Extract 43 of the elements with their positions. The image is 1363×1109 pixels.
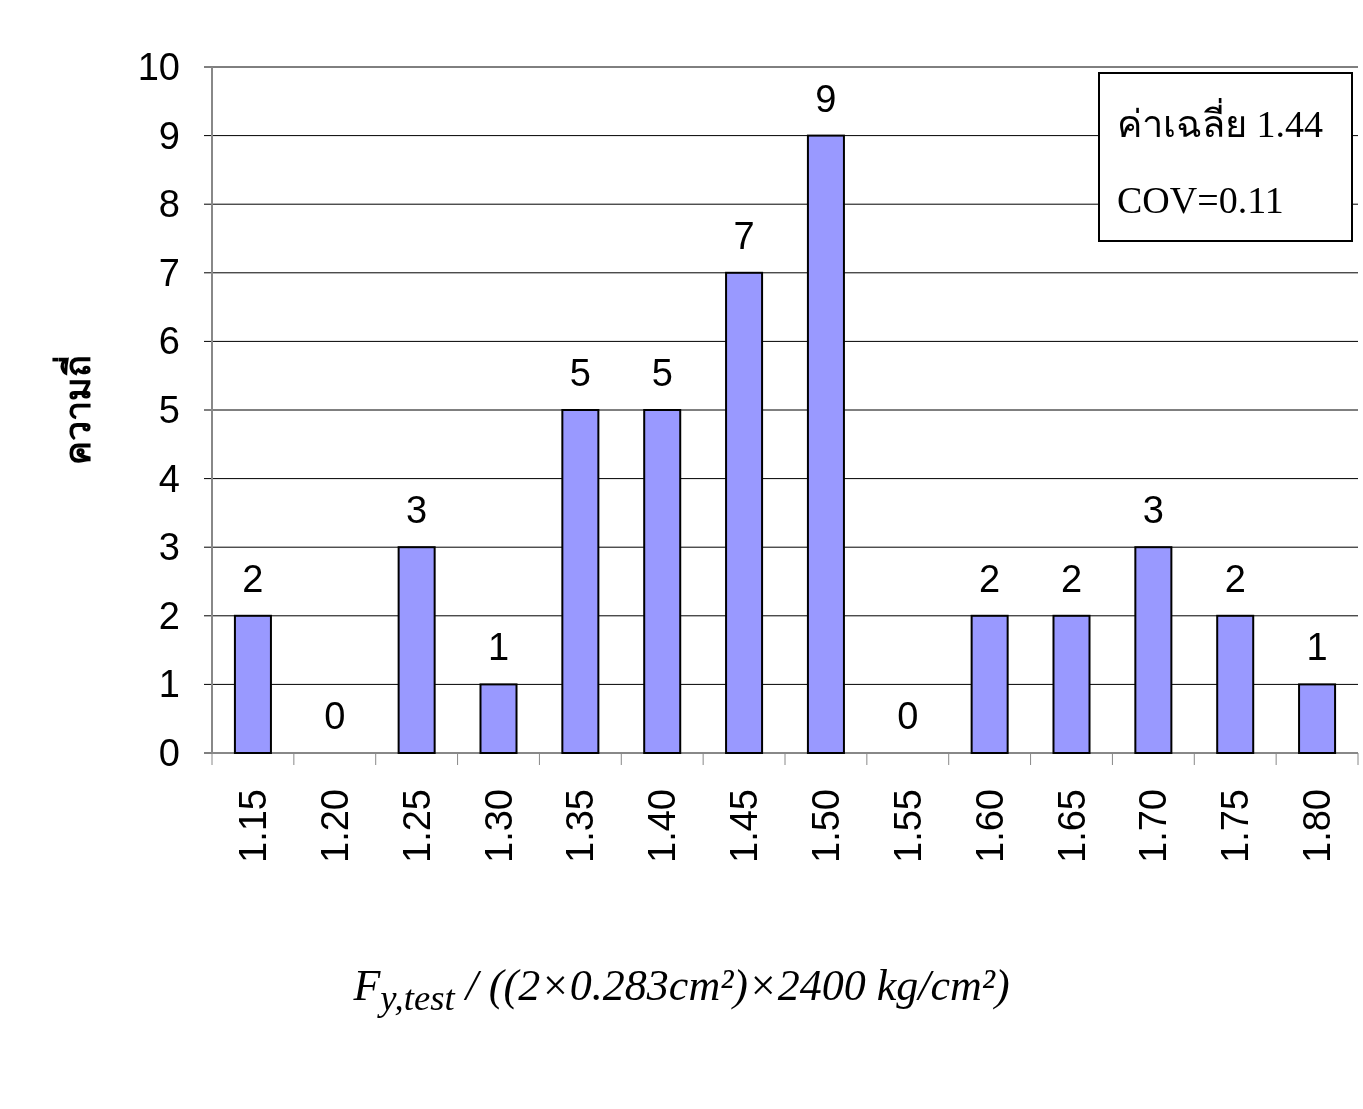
x-axis-title: F$_{y,test}$ / ((2×0.283cm²)×2400 kg/cm²) [352, 960, 1011, 1019]
data-label: 9 [815, 77, 837, 120]
x-tick-label: 1.15 [231, 789, 274, 863]
data-label: 5 [569, 352, 591, 394]
y-tick-label: 3 [158, 526, 180, 569]
x-tick-label: 1.50 [804, 789, 847, 863]
x-tick-label: 1.55 [886, 789, 929, 863]
data-label: 3 [406, 489, 428, 532]
y-tick-label: 4 [158, 457, 180, 500]
x-tick-label: 1.45 [723, 789, 766, 863]
x-tick-label: 1.20 [313, 789, 356, 863]
x-tick-label: 1.30 [477, 789, 520, 863]
data-label: 2 [979, 557, 1001, 600]
data-label: 3 [1142, 489, 1164, 532]
y-axis-title: ความถี่ [52, 355, 98, 465]
data-label: 0 [324, 695, 346, 737]
data-label: 7 [733, 214, 755, 257]
data-label: 1 [1306, 626, 1328, 669]
data-label: 0 [897, 695, 919, 737]
y-tick-label: 1 [158, 663, 180, 706]
data-label: 2 [1060, 557, 1083, 600]
data-label: 2 [1224, 557, 1246, 600]
y-tick-label: 6 [158, 320, 180, 363]
data-label: 5 [651, 352, 673, 394]
x-tick-label: 1.60 [968, 789, 1011, 863]
x-tick-label: 1.25 [395, 789, 438, 863]
y-tick-label: 0 [158, 732, 180, 774]
annotation: COV=0.11 [1117, 179, 1284, 221]
y-tick-label: 9 [158, 114, 180, 157]
y-tick-label: 2 [158, 594, 180, 637]
data-label: 2 [242, 557, 264, 600]
data-label: 1 [487, 626, 510, 669]
x-tick-label: 1.70 [1132, 789, 1175, 863]
y-tick-label: 5 [158, 389, 180, 431]
y-tick-label: 8 [158, 183, 180, 226]
x-tick-label: 1.65 [1050, 789, 1093, 863]
y-tick-label: 10 [137, 46, 180, 88]
x-tick-label: 1.80 [1296, 789, 1339, 863]
x-tick-label: 1.40 [641, 789, 684, 863]
y-tick-label: 7 [158, 251, 180, 294]
x-tick-label: 1.35 [559, 789, 602, 863]
annotation: ค่าเฉลี่ย 1.44 [1117, 98, 1323, 145]
x-tick-label: 1.75 [1214, 789, 1257, 863]
